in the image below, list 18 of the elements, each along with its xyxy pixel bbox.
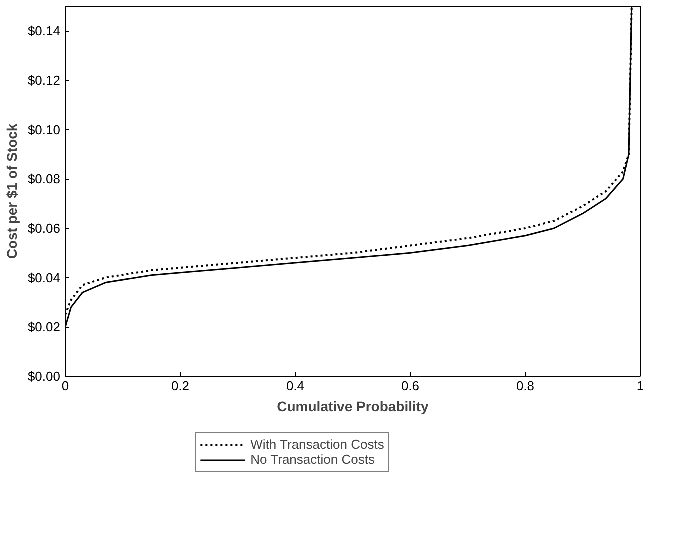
- y-tick-label: $0.00: [28, 369, 61, 384]
- y-tick-label: $0.12: [28, 73, 61, 88]
- x-tick-label: 0.4: [286, 378, 305, 394]
- y-tick-label: $0.10: [28, 122, 61, 138]
- y-tick-label: $0.02: [28, 320, 61, 335]
- y-tick-label: $0.08: [28, 172, 61, 187]
- y-tick-label: $0.06: [28, 221, 61, 236]
- x-tick-label: 1: [636, 378, 644, 394]
- y-tick-label: $0.04: [28, 270, 61, 286]
- legend-label: No Transaction Costs: [250, 452, 375, 467]
- x-tick-label: 0.6: [401, 378, 420, 394]
- legend-label: With Transaction Costs: [250, 437, 384, 452]
- x-axis-title: Cumulative Probability: [277, 398, 430, 414]
- y-axis-title: Cost per $1 of Stock: [4, 124, 20, 260]
- x-tick-label: 0: [62, 378, 70, 394]
- y-tick-label: $0.14: [28, 24, 61, 39]
- x-tick-label: 0.2: [171, 378, 190, 394]
- x-tick-label: 0.8: [516, 378, 535, 394]
